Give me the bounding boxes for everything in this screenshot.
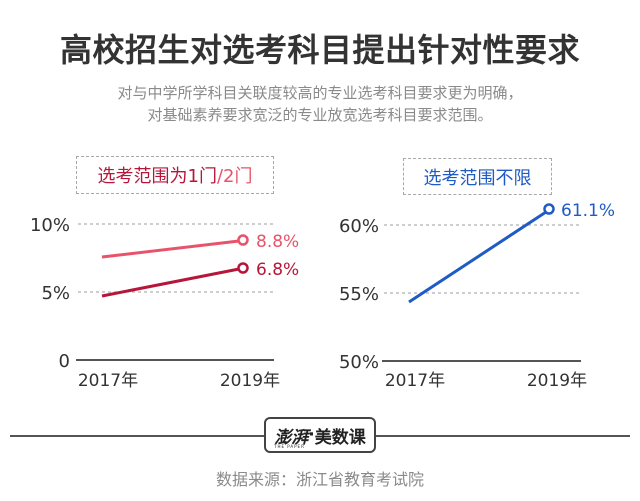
x-tick-2019: 2019年 bbox=[527, 371, 587, 391]
x-tick-2017: 2017年 bbox=[78, 371, 138, 391]
logo-name: 美数课 bbox=[314, 427, 366, 448]
left-chart: 10% 5% 0 2017年 2019年 8.8% 6.8% bbox=[30, 215, 299, 391]
x-tick-2019: 2019年 bbox=[220, 371, 280, 391]
logo-sub: THE PAPER bbox=[274, 444, 305, 449]
label-61-1: 61.1% bbox=[561, 201, 615, 221]
footer-divider-left bbox=[10, 435, 264, 437]
series-one-subject-marker bbox=[237, 262, 249, 274]
subtitle: 对与中学所学科目关联度较高的专业选考科目要求更为明确， 对基础素养要求宽泛的专业… bbox=[0, 82, 640, 126]
logo: 澎湃 · 美数课 THE PAPER bbox=[264, 417, 376, 453]
right-chart: 60% 55% 50% 2017年 2019年 61.1% bbox=[339, 201, 615, 391]
label-6-8: 6.8% bbox=[256, 260, 299, 280]
y-tick-50: 50% bbox=[339, 352, 379, 373]
series-two-subjects-marker bbox=[237, 234, 249, 246]
series-unlimited-marker bbox=[543, 203, 555, 215]
x-tick-2017: 2017年 bbox=[385, 371, 445, 391]
series-unlimited-line bbox=[408, 210, 547, 304]
footer-divider-right bbox=[376, 435, 630, 437]
data-source: 数据来源：浙江省教育考试院 bbox=[215, 470, 424, 489]
logo-dot: · bbox=[308, 425, 315, 445]
y-tick-55: 55% bbox=[339, 284, 379, 305]
page-title: 高校招生对选考科目提出针对性要求 bbox=[59, 31, 580, 69]
label-8-8: 8.8% bbox=[256, 232, 299, 252]
right-panel-label: 选考范围不限 bbox=[403, 158, 552, 195]
subtitle-line-1: 对与中学所学科目关联度较高的专业选考科目要求更为明确， bbox=[117, 84, 523, 102]
label-two-subjects: /2门 bbox=[216, 166, 253, 187]
subtitle-line-2: 对基础素养要求宽泛的专业放宽选考科目要求范围。 bbox=[147, 106, 493, 124]
y-tick-60: 60% bbox=[339, 216, 379, 237]
y-tick-0: 0 bbox=[59, 351, 70, 372]
logo-brand: 澎湃 bbox=[274, 427, 309, 448]
y-tick-10: 10% bbox=[30, 215, 70, 236]
series-two-subjects-line bbox=[101, 239, 240, 259]
series-one-subject-line bbox=[101, 267, 240, 298]
y-tick-5: 5% bbox=[41, 283, 70, 304]
label-one-subject: 选考范围为1门 bbox=[97, 166, 217, 187]
left-panel-label: 选考范围为1门/2门 bbox=[76, 156, 274, 194]
